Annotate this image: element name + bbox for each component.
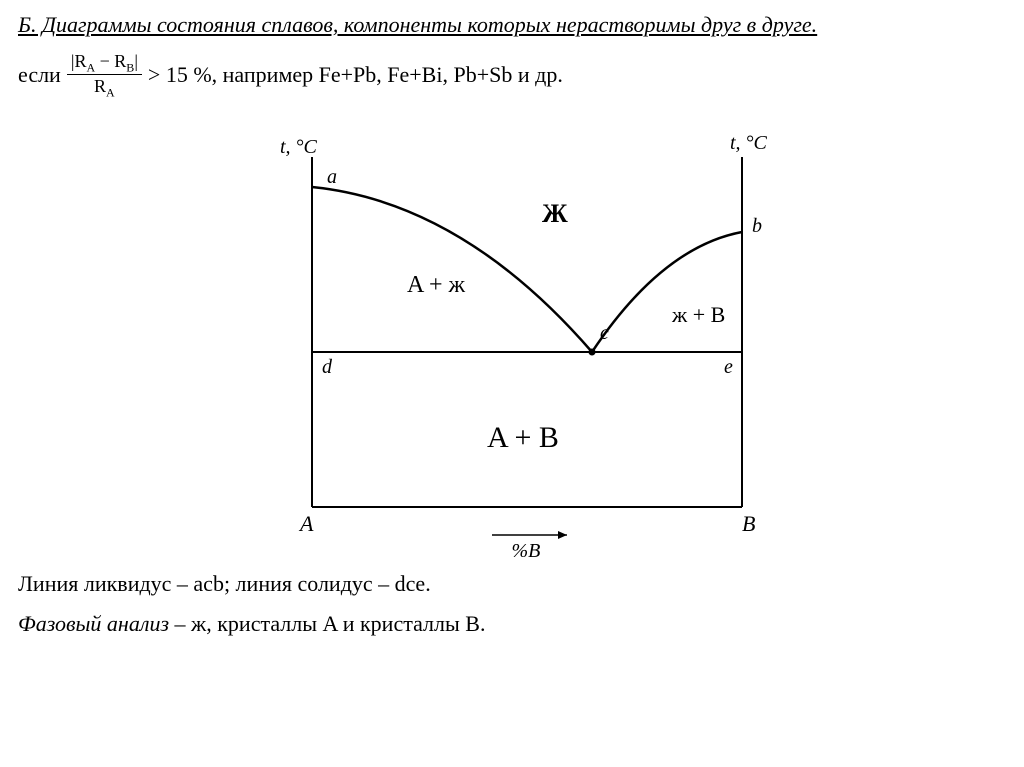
caption-phase-rest: – ж, кристаллы A и кристаллы B. [169,611,485,636]
svg-text:t, °C: t, °C [730,132,768,154]
svg-text:B: B [742,511,755,536]
svg-text:ж + B: ж + B [671,302,725,327]
svg-text:b: b [752,215,762,237]
condition-line: если |RA − RB| RA > 15 %, например Fe+Pb… [18,52,1006,99]
caption-phase-prefix: Фазовый анализ [18,611,169,636]
svg-text:a: a [327,166,337,188]
condition-rest: > 15 %, например Fe+Pb, Fe+Bi, Pb+Sb и д… [148,62,563,88]
caption-phase: Фазовый анализ – ж, кристаллы A и криста… [18,611,1006,637]
svg-text:d: d [322,356,333,378]
svg-text:A: A [298,511,314,536]
caption-lines: Линия ликвидус – acb; линия солидус – dc… [18,571,1006,597]
condition-prefix: если [18,62,61,88]
phase-diagram: t, °C t, °C A Ba b c d e Ж A + ж ж + B A + B %B [232,117,792,557]
svg-text:c: c [600,322,609,344]
svg-text:Ж: Ж [542,199,568,228]
svg-text:%B: %B [512,540,541,557]
svg-text:A + ж: A + ж [407,272,466,298]
svg-text:e: e [724,356,733,378]
svg-text:A + B: A + B [487,421,559,454]
svg-text:t, °C: t, °C [280,136,318,158]
radius-ratio-fraction: |RA − RB| RA [67,52,142,99]
section-title: Б. Диаграммы состояния сплавов, компонен… [18,10,1006,40]
